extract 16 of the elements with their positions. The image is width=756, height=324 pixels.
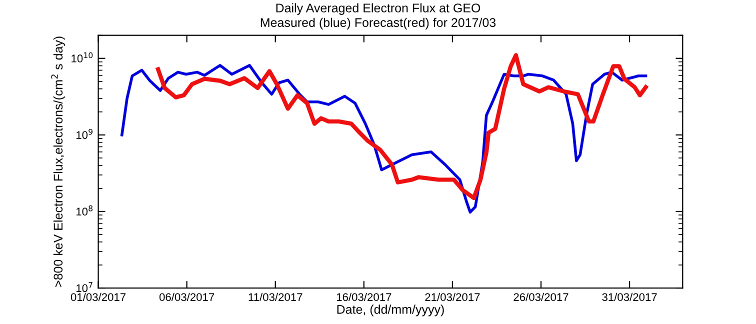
x-tick-label: 06/03/2017 <box>159 292 214 302</box>
x-tick-label: 01/03/2017 <box>70 292 126 302</box>
y-tick-label: 10$^{9}$ <box>76 128 93 139</box>
y-tick-label: 10$^{7}$ <box>76 282 92 292</box>
y-axis-title: >800 keV Electron Flux,electrons/(cm$^{2}$ s day) <box>51 36 66 287</box>
x-tick-label: 31/03/2017 <box>602 292 657 302</box>
y-tick-label: 10$^{10}$ <box>72 52 93 62</box>
x-tick-label: 21/03/2017 <box>425 292 480 302</box>
line-series <box>156 53 648 200</box>
x-axis-title: Date, (dd/mm/yyyy) <box>337 304 444 316</box>
x-tick-label: 16/03/2017 <box>336 292 392 302</box>
chart-title: Daily Averaged Electron Flux at GEO <box>276 3 480 15</box>
x-tick-label: 26/03/2017 <box>514 292 568 302</box>
x-tick-label: 11/03/2017 <box>248 292 302 302</box>
y-tick-label: 10$^{8}$ <box>76 205 93 216</box>
chart-subtitle: Measured (blue) Forecast(red) for 2017/03 <box>260 18 496 30</box>
